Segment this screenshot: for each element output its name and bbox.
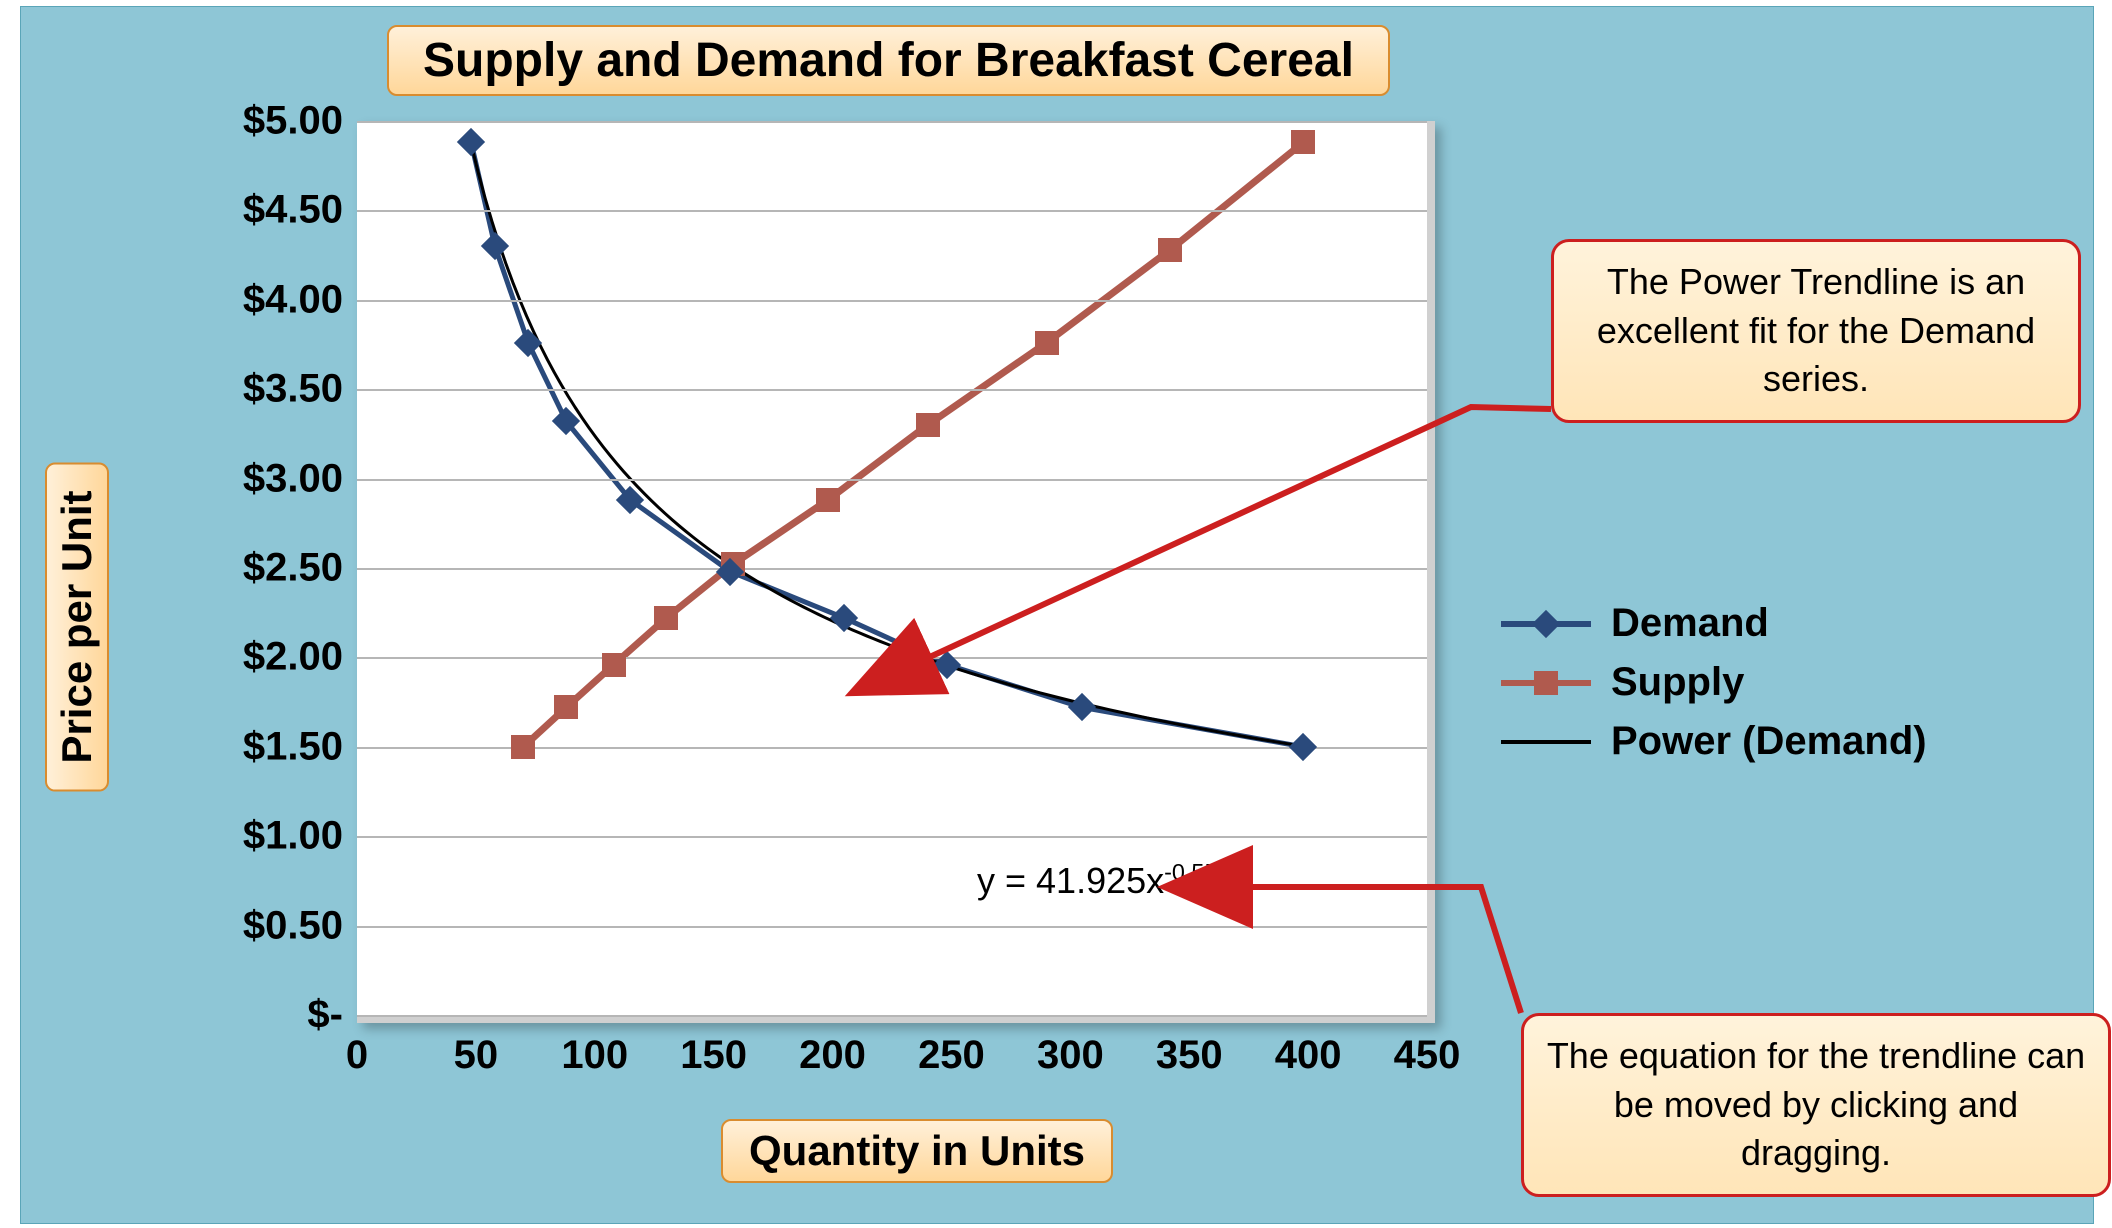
supply-marker (654, 606, 678, 630)
legend-diamond-icon (1532, 609, 1560, 637)
gridline (357, 210, 1427, 212)
legend-label: Supply (1611, 660, 1744, 705)
gridline (357, 1015, 1427, 1017)
gridline (357, 926, 1427, 928)
x-tick-label: 50 (454, 1033, 499, 1078)
gridline (357, 479, 1427, 481)
canvas: Supply and Demand for Breakfast Cereal P… (0, 0, 2112, 1228)
y-tick-label: $3.50 (243, 367, 343, 412)
legend-label: Demand (1611, 601, 1769, 646)
x-axis-label-text: Quantity in Units (749, 1127, 1085, 1174)
y-tick-label: $1.00 (243, 814, 343, 859)
x-tick-label: 250 (918, 1033, 985, 1078)
legend-item: Supply (1501, 660, 1927, 705)
chart-title: Supply and Demand for Breakfast Cereal (387, 25, 1390, 96)
equation-base: y = 41.925x (977, 860, 1164, 901)
legend-swatch (1501, 609, 1591, 639)
equation-exponent: -0.556 (1164, 859, 1230, 885)
x-tick-label: 150 (680, 1033, 747, 1078)
legend-line-icon (1501, 740, 1591, 744)
gridline (357, 389, 1427, 391)
chart-title-text: Supply and Demand for Breakfast Cereal (423, 34, 1354, 87)
legend-item: Demand (1501, 601, 1927, 646)
y-tick-label: $2.50 (243, 546, 343, 591)
x-axis-label: Quantity in Units (721, 1119, 1113, 1183)
x-tick-label: 0 (346, 1033, 368, 1078)
panel: Supply and Demand for Breakfast Cereal P… (20, 6, 2094, 1224)
y-axis-label-text: Price per Unit (53, 490, 100, 763)
y-tick-label: $5.00 (243, 99, 343, 144)
y-tick-label: $- (307, 993, 343, 1038)
gridline (357, 300, 1427, 302)
y-axis-label: Price per Unit (45, 462, 109, 791)
demand-line (471, 142, 1303, 746)
legend-item: Power (Demand) (1501, 719, 1927, 764)
y-tick-label: $4.50 (243, 188, 343, 233)
legend: Demand Supply Power (Demand) (1501, 587, 1927, 778)
supply-marker (916, 413, 940, 437)
x-tick-label: 300 (1037, 1033, 1104, 1078)
supply-marker (602, 653, 626, 677)
legend-swatch (1501, 727, 1591, 757)
callout-text: The Power Trendline is an excellent fit … (1597, 261, 2035, 399)
callout-trendline-fit: The Power Trendline is an excellent fit … (1551, 239, 2081, 423)
supply-line (523, 142, 1303, 746)
y-tick-label: $0.50 (243, 903, 343, 948)
supply-marker (1291, 130, 1315, 154)
plot-area: y = 41.925x-0.556 $-$0.50$1.00$1.50$2.00… (357, 121, 1435, 1023)
callout-equation-drag: The equation for the trendline can be mo… (1521, 1013, 2111, 1197)
gridline (357, 657, 1427, 659)
supply-marker (554, 695, 578, 719)
x-tick-label: 450 (1394, 1033, 1461, 1078)
x-tick-label: 200 (799, 1033, 866, 1078)
supply-marker (1035, 331, 1059, 355)
supply-marker (511, 735, 535, 759)
y-tick-label: $4.00 (243, 277, 343, 322)
x-tick-label: 100 (561, 1033, 628, 1078)
power-trendline (471, 144, 1303, 746)
legend-label: Power (Demand) (1611, 719, 1927, 764)
trendline-equation[interactable]: y = 41.925x-0.556 (977, 859, 1230, 902)
gridline (357, 568, 1427, 570)
supply-marker (1158, 238, 1182, 262)
y-tick-label: $1.50 (243, 724, 343, 769)
y-tick-label: $3.00 (243, 456, 343, 501)
legend-square-icon (1534, 671, 1558, 695)
gridline (357, 836, 1427, 838)
callout-text: The equation for the trendline can be mo… (1547, 1035, 2085, 1173)
gridline (357, 121, 1427, 123)
x-tick-label: 350 (1156, 1033, 1223, 1078)
legend-swatch (1501, 668, 1591, 698)
x-tick-label: 400 (1275, 1033, 1342, 1078)
supply-marker (816, 488, 840, 512)
y-tick-label: $2.00 (243, 635, 343, 680)
